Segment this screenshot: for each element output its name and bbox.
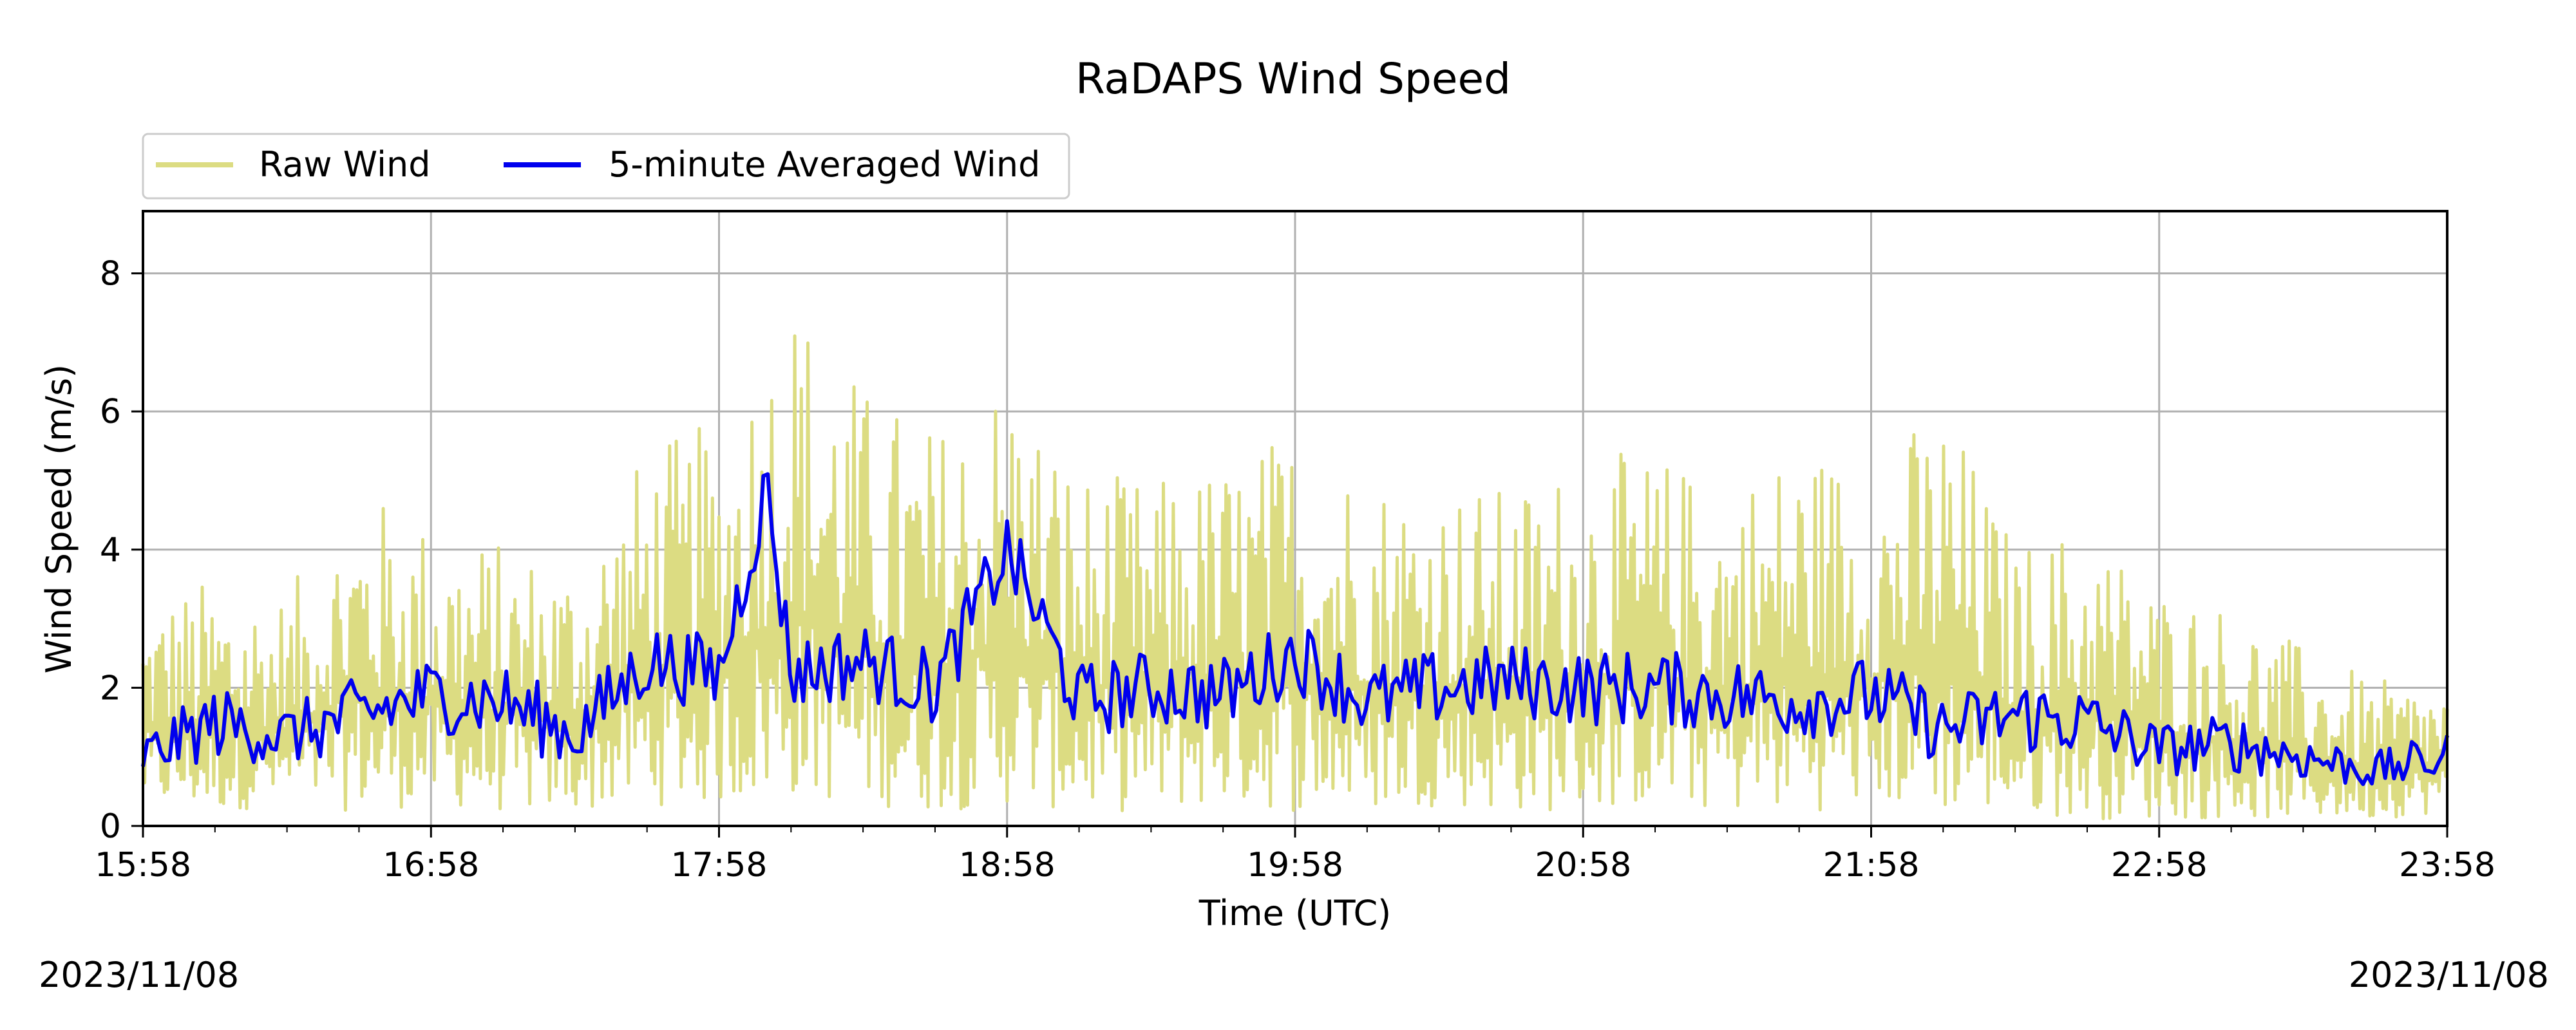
x-tick-label: 17:58 (671, 846, 768, 885)
x-tick-label: 20:58 (1535, 846, 1631, 885)
y-axis-title: Wind Speed (m/s) (39, 364, 79, 673)
plot-area (141, 210, 2449, 827)
date-label-right: 2023/11/08 (2349, 955, 2549, 995)
x-tick-label: 23:58 (2399, 846, 2496, 885)
legend-label-averaged-wind: 5-minute Averaged Wind (609, 144, 1040, 185)
y-axis: 0 2 4 6 8 (100, 255, 143, 846)
chart-title: RaDAPS Wind Speed (1075, 54, 1511, 104)
x-tick-label: 16:58 (383, 846, 479, 885)
averaged-wind-line (141, 472, 2449, 787)
x-tick-label: 15:58 (95, 846, 191, 885)
date-label-left: 2023/11/08 (39, 955, 239, 995)
y-tick-label: 6 (100, 393, 121, 431)
legend-label-raw-wind: Raw Wind (259, 144, 430, 185)
legend: Raw Wind 5-minute Averaged Wind (142, 133, 1070, 200)
averaged-wind-series (141, 472, 2449, 787)
y-tick-label: 0 (100, 807, 121, 846)
x-tick-label: 18:58 (959, 846, 1056, 885)
x-axis: 15:58 16:58 17:58 18:58 19:58 20:58 21:58 22:58… (95, 826, 2496, 885)
x-tick-label: 22:58 (2111, 846, 2208, 885)
x-tick-label: 21:58 (1823, 846, 1920, 885)
y-tick-label: 2 (100, 669, 121, 707)
x-axis-title: Time (UTC) (1198, 893, 1392, 933)
x-tick-label: 19:58 (1247, 846, 1343, 885)
y-tick-label: 8 (100, 255, 121, 294)
y-tick-label: 4 (100, 531, 121, 570)
legend-box (142, 133, 1070, 200)
